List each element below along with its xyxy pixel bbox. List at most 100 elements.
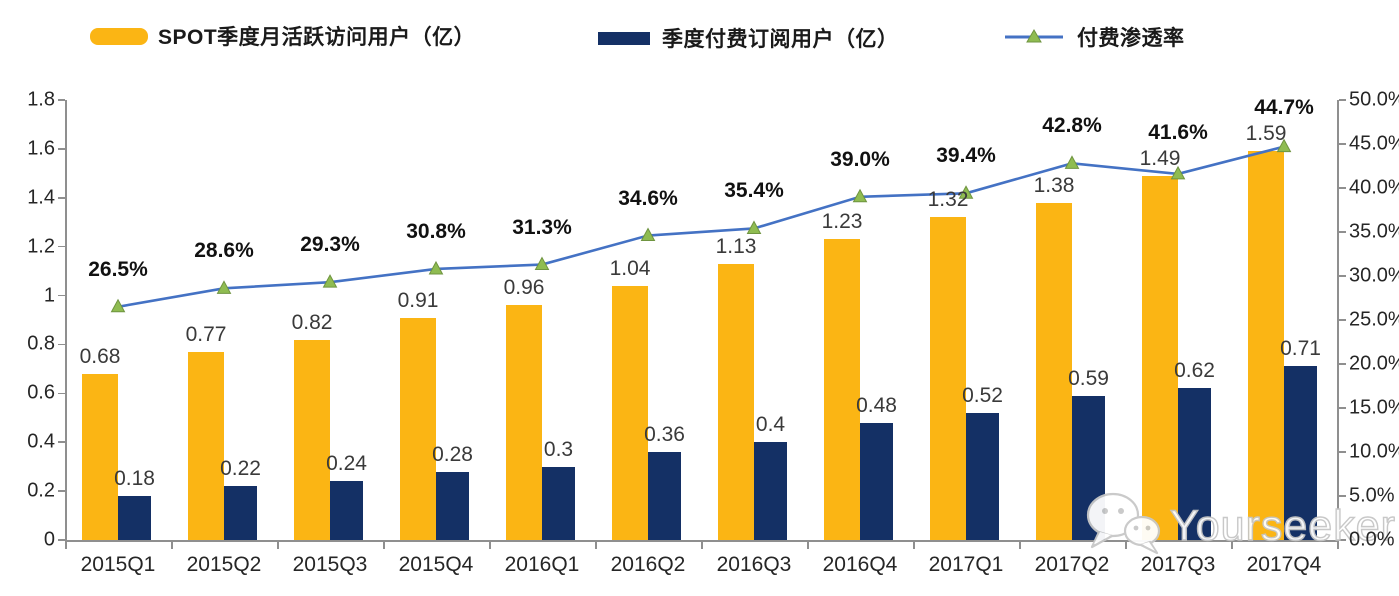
x-axis-tick bbox=[383, 541, 385, 549]
penetration-label: 26.5% bbox=[88, 257, 148, 281]
x-axis-tick bbox=[171, 541, 173, 549]
left-axis-tick bbox=[58, 343, 65, 346]
legend-swatch-penetration bbox=[1005, 28, 1063, 46]
x-axis-tick bbox=[1019, 541, 1021, 549]
triangle-marker-icon bbox=[110, 298, 126, 313]
bar-mau bbox=[294, 339, 330, 540]
y-axis-label-right: 0.0% bbox=[1349, 528, 1395, 551]
bar-subscribers bbox=[1178, 388, 1211, 540]
bar-label-subscribers: 0.18 bbox=[114, 467, 155, 490]
penetration-label: 44.7% bbox=[1254, 96, 1314, 120]
bar-subscribers bbox=[330, 481, 363, 540]
watermark-text: Yourseeker bbox=[1169, 501, 1396, 550]
bar-mau bbox=[1248, 151, 1284, 540]
penetration-label: 39.4% bbox=[936, 144, 996, 168]
y-axis-label-right: 45.0% bbox=[1349, 132, 1399, 155]
x-axis-label: 2016Q4 bbox=[822, 553, 898, 576]
right-axis-tick bbox=[1338, 539, 1346, 541]
x-axis-tick bbox=[701, 541, 703, 549]
bar-label-mau: 1.13 bbox=[715, 234, 757, 258]
bar-label-subscribers: 0.36 bbox=[644, 423, 685, 446]
x-axis-label: 2017Q1 bbox=[928, 553, 1004, 576]
y-axis-label-left: 1 bbox=[43, 284, 55, 307]
watermark: Yourseeker bbox=[1084, 490, 1396, 556]
y-axis-label-right: 35.0% bbox=[1349, 220, 1399, 243]
x-axis-label: 2015Q2 bbox=[186, 553, 262, 576]
y-axis-label-left: 1.6 bbox=[27, 137, 55, 160]
x-axis-label: 2017Q4 bbox=[1246, 553, 1322, 576]
bar-subscribers bbox=[224, 486, 257, 540]
bar-mau bbox=[82, 373, 118, 540]
bar-label-subscribers: 0.62 bbox=[1174, 359, 1215, 383]
penetration-label: 31.3% bbox=[512, 215, 572, 239]
y-axis-label-left: 0 bbox=[43, 528, 55, 551]
left-axis-tick bbox=[58, 490, 65, 492]
y-axis-label-left: 0.6 bbox=[27, 381, 55, 404]
y-axis-label-left: 0.4 bbox=[27, 430, 55, 453]
bar-subscribers bbox=[1284, 366, 1317, 540]
x-axis-tick bbox=[277, 541, 279, 549]
x-axis-tick bbox=[913, 541, 915, 549]
left-axis-tick bbox=[58, 392, 65, 395]
bar-subscribers bbox=[860, 422, 893, 540]
bar-subscribers bbox=[118, 496, 151, 540]
x-axis-tick bbox=[489, 541, 491, 549]
bar-label-subscribers: 0.22 bbox=[220, 457, 261, 481]
x-axis-tick bbox=[1125, 541, 1127, 549]
right-axis-tick bbox=[1338, 143, 1346, 145]
bottom-axis-line bbox=[65, 540, 1339, 542]
bar-mau bbox=[188, 351, 224, 540]
right-axis-tick bbox=[1338, 231, 1346, 233]
triangle-marker-icon bbox=[746, 220, 762, 234]
bar-label-subscribers: 0.52 bbox=[962, 383, 1003, 407]
x-axis-label: 2015Q1 bbox=[80, 553, 156, 576]
triangle-marker-icon bbox=[534, 256, 550, 271]
bar-label-mau: 0.82 bbox=[291, 310, 333, 334]
bar-mau bbox=[718, 263, 754, 540]
x-axis-label: 2017Q2 bbox=[1034, 553, 1110, 576]
penetration-line bbox=[117, 145, 1285, 309]
y-axis-label-right: 25.0% bbox=[1349, 308, 1399, 331]
bar-label-mau: 1.59 bbox=[1245, 122, 1287, 146]
bar-subscribers bbox=[754, 442, 787, 540]
y-axis-label-right: 50.0% bbox=[1349, 88, 1399, 111]
y-axis-label-right: 30.0% bbox=[1349, 264, 1399, 287]
right-axis-tick bbox=[1338, 363, 1346, 365]
y-axis-label-left: 1.8 bbox=[27, 88, 55, 111]
left-axis-tick bbox=[58, 539, 65, 541]
bar-subscribers bbox=[648, 452, 681, 540]
penetration-label: 30.8% bbox=[406, 219, 466, 243]
legend-label-penetration: 付费渗透率 bbox=[1077, 27, 1185, 50]
triangle-marker-icon bbox=[1064, 155, 1080, 169]
bar-subscribers bbox=[542, 466, 575, 540]
y-axis-label-left: 1.2 bbox=[27, 235, 55, 258]
bar-label-subscribers: 0.71 bbox=[1280, 337, 1321, 361]
line-triangle-icon bbox=[1005, 29, 1063, 43]
triangle-marker-icon bbox=[852, 188, 868, 203]
left-axis-line bbox=[65, 100, 67, 540]
penetration-label: 28.6% bbox=[194, 239, 254, 263]
x-axis-label: 2015Q3 bbox=[292, 553, 368, 576]
legend-label-subscribers: 季度付费订阅用户（亿） bbox=[662, 28, 899, 51]
triangle-marker-icon bbox=[428, 260, 444, 275]
right-axis-tick bbox=[1338, 495, 1346, 497]
bar-mau bbox=[1142, 175, 1178, 540]
right-axis-tick bbox=[1338, 99, 1346, 101]
bar-label-subscribers: 0.59 bbox=[1068, 366, 1109, 390]
bar-label-mau: 1.49 bbox=[1139, 146, 1181, 170]
legend-swatch-subscribers bbox=[598, 31, 650, 45]
legend-item-mau: SPOT季度月活跃访问用户（亿） bbox=[90, 21, 475, 51]
penetration-label: 29.3% bbox=[300, 233, 360, 257]
bar-label-mau: 0.91 bbox=[397, 288, 439, 312]
right-axis-line bbox=[1337, 100, 1339, 540]
bar-mau bbox=[930, 217, 966, 540]
x-axis-label: 2016Q3 bbox=[716, 553, 792, 576]
penetration-label: 41.6% bbox=[1148, 120, 1208, 144]
left-axis-tick bbox=[58, 294, 65, 297]
bar-label-mau: 1.23 bbox=[821, 210, 863, 234]
left-axis-tick bbox=[58, 148, 65, 150]
right-axis-tick bbox=[1338, 407, 1346, 409]
penetration-label: 42.8% bbox=[1042, 114, 1102, 138]
